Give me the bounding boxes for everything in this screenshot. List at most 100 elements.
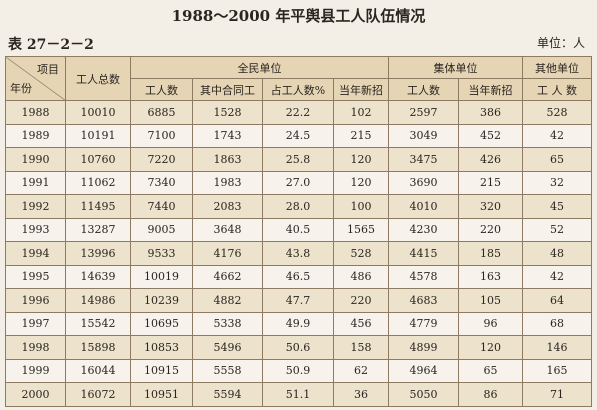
value-cell: 165 bbox=[522, 358, 592, 383]
value-cell: 386 bbox=[458, 100, 523, 125]
year-cell: 1993 bbox=[5, 217, 66, 242]
value-cell: 120 bbox=[333, 147, 389, 172]
value-cell: 146 bbox=[522, 335, 592, 360]
value-cell: 215 bbox=[458, 170, 523, 195]
value-cell: 86 bbox=[458, 382, 523, 407]
year-cell: 1997 bbox=[5, 311, 66, 336]
value-cell: 4176 bbox=[192, 241, 263, 266]
value-cell: 40.5 bbox=[262, 217, 334, 242]
value-cell: 15542 bbox=[65, 311, 131, 336]
value-cell: 426 bbox=[458, 147, 523, 172]
value-cell: 49.9 bbox=[262, 311, 334, 336]
value-cell: 36 bbox=[333, 382, 389, 407]
title: 1988～2000 年平舆县工人队伍情况 bbox=[171, 7, 426, 25]
value-cell: 10695 bbox=[130, 311, 193, 336]
value-cell: 120 bbox=[458, 335, 523, 360]
value-cell: 5050 bbox=[388, 382, 459, 407]
header-cell: 占工人数% bbox=[262, 78, 334, 101]
value-cell: 4230 bbox=[388, 217, 459, 242]
value-cell: 14986 bbox=[65, 288, 131, 313]
year-cell: 1992 bbox=[5, 194, 66, 219]
value-cell: 42 bbox=[522, 264, 592, 289]
value-cell: 486 bbox=[333, 264, 389, 289]
table: 项目 年份 工人总数 全民单位 集体单位 其他单位 工人数 其中合同工 占工人数… bbox=[5, 56, 592, 407]
value-cell: 4415 bbox=[388, 241, 459, 266]
value-cell: 1743 bbox=[192, 123, 263, 148]
header-cell: 工人数 bbox=[388, 78, 459, 101]
value-cell: 2597 bbox=[388, 100, 459, 125]
year-cell: 2000 bbox=[5, 382, 66, 407]
value-cell: 1565 bbox=[333, 217, 389, 242]
header-cell: 其中合同工 bbox=[192, 78, 263, 101]
value-cell: 13996 bbox=[65, 241, 131, 266]
value-cell: 1983 bbox=[192, 170, 263, 195]
unit: 单位：人 bbox=[536, 36, 585, 50]
table-row: 1990 10760 7220 1863 25.8 120 3475 426 65 bbox=[5, 147, 592, 172]
value-cell: 9005 bbox=[130, 217, 193, 242]
year-cell: 1989 bbox=[5, 123, 66, 148]
value-cell: 5558 bbox=[192, 358, 263, 383]
year-cell: 1988 bbox=[5, 100, 66, 125]
table-number: 表 27－2－2 bbox=[8, 37, 94, 53]
value-cell: 4010 bbox=[388, 194, 459, 219]
year-cell: 1995 bbox=[5, 264, 66, 289]
value-cell: 7440 bbox=[130, 194, 193, 219]
value-cell: 51.1 bbox=[262, 382, 334, 407]
value-cell: 3648 bbox=[192, 217, 263, 242]
value-cell: 185 bbox=[458, 241, 523, 266]
value-cell: 220 bbox=[458, 217, 523, 242]
value-cell: 5594 bbox=[192, 382, 263, 407]
value-cell: 65 bbox=[522, 147, 592, 172]
value-cell: 10915 bbox=[130, 358, 193, 383]
table-row: 2000 16072 10951 5594 51.1 36 5050 86 71 bbox=[5, 382, 592, 407]
value-cell: 528 bbox=[522, 100, 592, 125]
value-cell: 48 bbox=[522, 241, 592, 266]
value-cell: 102 bbox=[333, 100, 389, 125]
year-cell: 1999 bbox=[5, 358, 66, 383]
value-cell: 47.7 bbox=[262, 288, 334, 313]
value-cell: 22.2 bbox=[262, 100, 334, 125]
value-cell: 24.5 bbox=[262, 123, 334, 148]
value-cell: 10019 bbox=[130, 264, 193, 289]
table-row: 1998 15898 10853 5496 50.6 158 4899 120 146 bbox=[5, 335, 592, 360]
value-cell: 42 bbox=[522, 123, 592, 148]
value-cell: 215 bbox=[333, 123, 389, 148]
value-cell: 65 bbox=[458, 358, 523, 383]
value-cell: 16044 bbox=[65, 358, 131, 383]
value-cell: 32 bbox=[522, 170, 592, 195]
header-cell: 其他单位 bbox=[522, 56, 592, 79]
value-cell: 3475 bbox=[388, 147, 459, 172]
value-cell: 46.5 bbox=[262, 264, 334, 289]
corner-cell: 项目 年份 bbox=[5, 56, 66, 101]
table-body: 1988 10010 6885 1528 22.2 102 2597 386 528 1989 10… bbox=[5, 100, 592, 407]
value-cell: 9533 bbox=[130, 241, 193, 266]
value-cell: 158 bbox=[333, 335, 389, 360]
value-cell: 68 bbox=[522, 311, 592, 336]
header-cell: 集体单位 bbox=[388, 56, 523, 79]
value-cell: 4964 bbox=[388, 358, 459, 383]
value-cell: 27.0 bbox=[262, 170, 334, 195]
value-cell: 43.8 bbox=[262, 241, 334, 266]
value-cell: 4578 bbox=[388, 264, 459, 289]
value-cell: 10760 bbox=[65, 147, 131, 172]
table-header: 项目 年份 工人总数 全民单位 集体单位 其他单位 工人数 其中合同工 占工人数… bbox=[5, 56, 592, 101]
table-row: 1992 11495 7440 2083 28.0 100 4010 320 45 bbox=[5, 194, 592, 219]
value-cell: 120 bbox=[333, 170, 389, 195]
header-cell: 当年新招 bbox=[333, 78, 389, 101]
table-row: 1994 13996 9533 4176 43.8 528 4415 185 48 bbox=[5, 241, 592, 266]
value-cell: 5338 bbox=[192, 311, 263, 336]
value-cell: 10951 bbox=[130, 382, 193, 407]
year-cell: 1996 bbox=[5, 288, 66, 313]
value-cell: 3049 bbox=[388, 123, 459, 148]
value-cell: 452 bbox=[458, 123, 523, 148]
table-row: 1993 13287 9005 3648 40.5 1565 4230 220 52 bbox=[5, 217, 592, 242]
value-cell: 15898 bbox=[65, 335, 131, 360]
value-cell: 5496 bbox=[192, 335, 263, 360]
header-cell: 工人总数 bbox=[65, 56, 131, 101]
value-cell: 52 bbox=[522, 217, 592, 242]
table-row: 1996 14986 10239 4882 47.7 220 4683 105 64 bbox=[5, 288, 592, 313]
year-cell: 1990 bbox=[5, 147, 66, 172]
value-cell: 3690 bbox=[388, 170, 459, 195]
value-cell: 7220 bbox=[130, 147, 193, 172]
value-cell: 1863 bbox=[192, 147, 263, 172]
